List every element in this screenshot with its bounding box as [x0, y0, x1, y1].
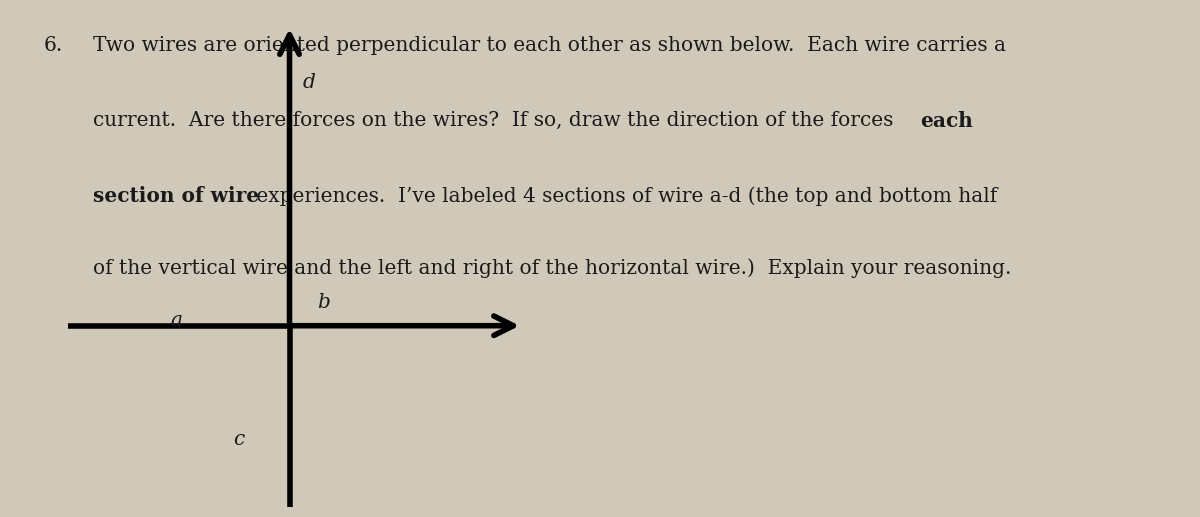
Text: section of wire: section of wire	[94, 186, 259, 206]
Text: 6.: 6.	[43, 36, 62, 55]
Text: a: a	[170, 311, 182, 330]
Text: c: c	[233, 430, 244, 449]
Text: d: d	[302, 73, 316, 92]
Text: b: b	[317, 293, 330, 312]
Text: each: each	[919, 111, 972, 131]
Text: of the vertical wire and the left and right of the horizontal wire.)  Explain yo: of the vertical wire and the left and ri…	[94, 258, 1012, 278]
Text: Two wires are oriented perpendicular to each other as shown below.  Each wire ca: Two wires are oriented perpendicular to …	[94, 36, 1006, 55]
Text: experiences.  I’ve labeled 4 sections of wire a-d (the top and bottom half: experiences. I’ve labeled 4 sections of …	[250, 186, 997, 206]
Text: current.  Are there forces on the wires?  If so, draw the direction of the force: current. Are there forces on the wires? …	[94, 111, 900, 130]
